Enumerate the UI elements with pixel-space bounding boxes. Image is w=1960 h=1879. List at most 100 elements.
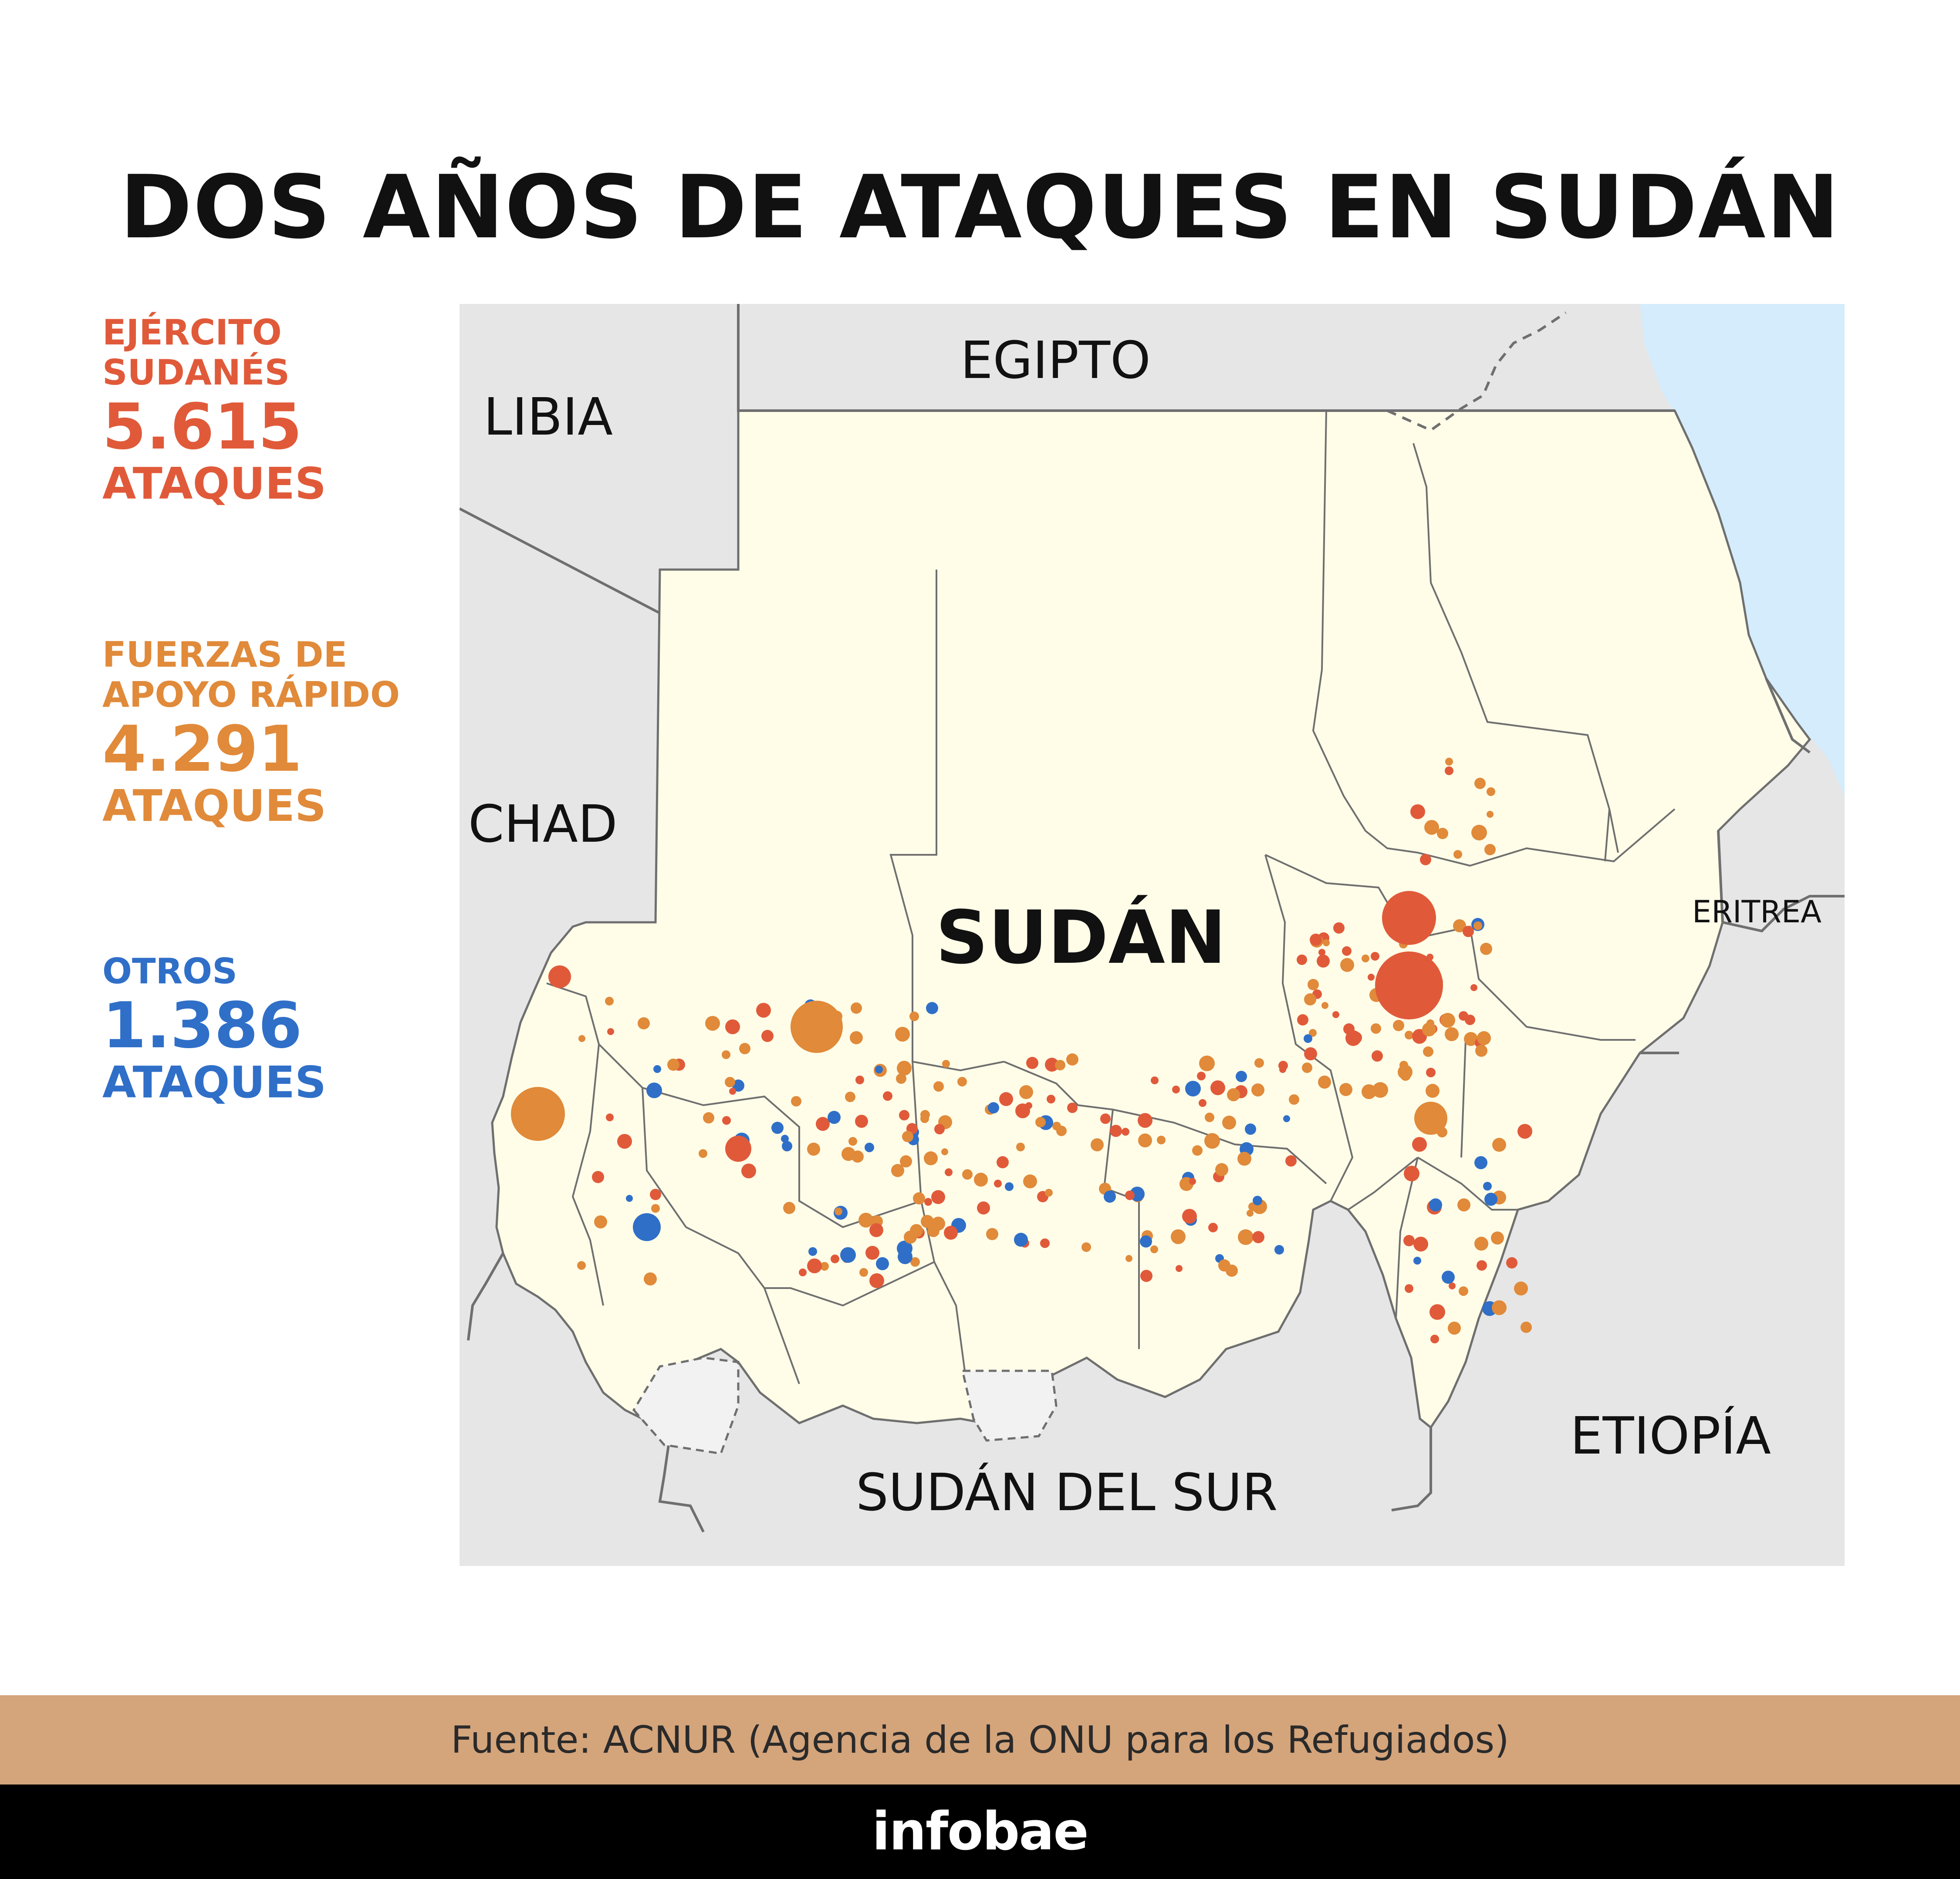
attack-dot <box>650 1189 661 1200</box>
attack-dot <box>732 1079 744 1092</box>
attack-dot <box>1110 1125 1122 1137</box>
abyei-area <box>961 1370 1058 1442</box>
attack-dot <box>739 1043 750 1054</box>
attack-dot <box>1040 1238 1050 1248</box>
label-libya: LIBIA <box>483 387 613 447</box>
legend-rsf-label: FUERZAS DE APOYO RÁPIDO <box>102 634 400 715</box>
attack-dot <box>1457 1198 1470 1211</box>
attack-dot <box>924 1151 938 1165</box>
attack-dot <box>1210 1080 1225 1095</box>
attack-dot <box>1339 1083 1352 1096</box>
attack-dot <box>899 1110 909 1120</box>
legend-others-label: OTROS <box>102 951 237 992</box>
attack-dot <box>725 1019 740 1034</box>
attack-dot <box>1055 1060 1065 1070</box>
attack-dot <box>1459 1286 1468 1296</box>
attack-dot <box>1304 1034 1312 1043</box>
attack-dot <box>1430 1335 1439 1343</box>
attack-dot <box>988 1102 999 1113</box>
attack-dot <box>1199 1099 1206 1107</box>
attack-dot <box>633 1213 661 1241</box>
attack-dot <box>845 1092 855 1102</box>
attack-dot <box>1151 1076 1159 1084</box>
attack-dot <box>1464 1032 1478 1046</box>
attack-dot <box>1426 1068 1436 1077</box>
attack-dot <box>1414 1102 1447 1135</box>
attack-dot <box>605 997 614 1005</box>
libya-chad-border <box>460 507 661 614</box>
legend-others-count: 1.386 <box>102 989 302 1063</box>
legend-others: OTROS 1.386 ATAQUES <box>102 951 442 1106</box>
attack-dot <box>820 1262 829 1271</box>
attack-dot <box>1362 1084 1376 1099</box>
attack-dot <box>1323 939 1330 946</box>
legend-army-unit: ATAQUES <box>102 458 327 509</box>
attack-dot <box>1426 1084 1440 1098</box>
attack-dot <box>1484 844 1496 855</box>
attack-dot <box>924 1198 932 1206</box>
eritrea-border <box>1717 678 1845 933</box>
attack-dot <box>1185 1081 1201 1096</box>
page-title: DOS AÑOS DE ATAQUES EN SUDÁN <box>120 157 1840 258</box>
attack-dot <box>511 1087 565 1141</box>
attack-dot <box>896 1073 906 1084</box>
attack-dot <box>703 1112 714 1123</box>
attack-dot <box>875 1066 883 1073</box>
attack-dot <box>994 1180 1002 1187</box>
attack-dot <box>1368 974 1375 981</box>
red-sea <box>1640 304 1845 796</box>
attack-dot <box>1371 1023 1381 1034</box>
attack-dot <box>1140 1235 1152 1248</box>
attack-dot <box>1321 1002 1328 1009</box>
attack-dot <box>1238 1229 1254 1245</box>
attack-dot <box>646 1083 662 1098</box>
attack-dot <box>869 1223 883 1237</box>
attack-dot <box>1218 1259 1230 1272</box>
attack-dot <box>1026 1057 1038 1069</box>
attack-dot <box>869 1273 884 1288</box>
attack-dot <box>1318 949 1325 956</box>
attack-dot <box>1477 1031 1491 1045</box>
attack-dot <box>653 1065 661 1073</box>
attack-dot <box>1297 955 1307 965</box>
attack-dot <box>1138 1133 1152 1147</box>
attack-dot <box>1487 787 1495 796</box>
attack-dot <box>1125 1255 1132 1262</box>
attack-dot <box>1475 1045 1487 1057</box>
attack-dot <box>828 1111 841 1124</box>
attack-dot <box>1067 1103 1078 1113</box>
attack-dot <box>1081 1242 1091 1252</box>
attack-dot <box>1171 1229 1186 1244</box>
attack-dot <box>931 1217 945 1231</box>
attack-dot <box>1189 1178 1196 1185</box>
attack-dot <box>799 1268 807 1276</box>
attack-dot <box>1289 1094 1299 1105</box>
attack-dot <box>835 1208 842 1215</box>
attack-dot <box>722 1050 730 1059</box>
attack-dot <box>1215 1163 1228 1176</box>
attack-dot <box>1192 1145 1203 1156</box>
attack-dot <box>1222 1116 1236 1130</box>
label-chad: CHAD <box>468 794 618 854</box>
attack-dot <box>1350 1032 1362 1044</box>
attack-dot <box>791 1096 801 1106</box>
attack-dot <box>902 1131 913 1142</box>
attack-dot <box>807 1143 820 1156</box>
attack-dot <box>705 1016 720 1031</box>
attack-dot <box>1463 926 1474 937</box>
attack-dot <box>1429 1198 1442 1211</box>
attack-dot <box>957 1077 967 1086</box>
attack-dot <box>1157 1136 1166 1144</box>
attack-dot <box>1410 804 1425 819</box>
attack-dot <box>941 1148 948 1155</box>
egypt-libya-border <box>737 304 1675 412</box>
attack-dot <box>840 1247 856 1263</box>
attack-dot <box>977 1201 990 1214</box>
attack-dot <box>1403 1235 1415 1246</box>
attack-dot <box>1471 825 1487 840</box>
attack-dot <box>816 1117 830 1131</box>
attack-dot <box>1424 820 1439 835</box>
attack-dot <box>934 1124 945 1134</box>
attack-dot <box>1304 1047 1317 1060</box>
attack-dot <box>900 1155 912 1167</box>
